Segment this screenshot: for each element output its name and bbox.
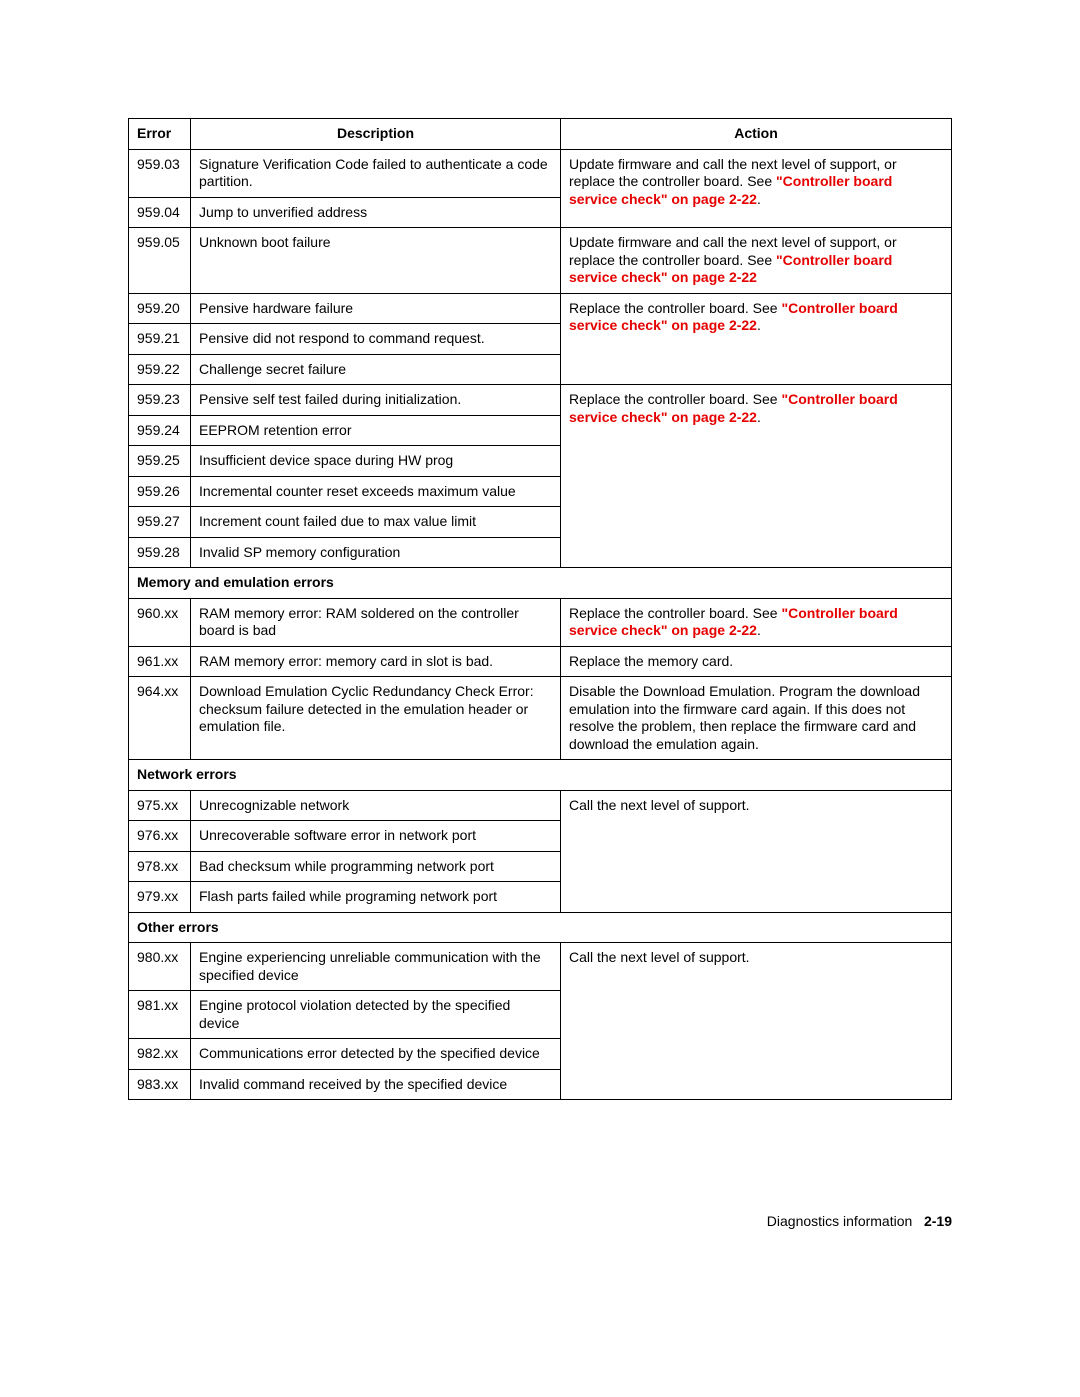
error-desc: Invalid SP memory configuration — [191, 537, 561, 568]
error-desc: RAM memory error: RAM soldered on the co… — [191, 598, 561, 646]
error-action: Replace the controller board. See "Contr… — [561, 293, 952, 385]
error-desc: Jump to unverified address — [191, 197, 561, 228]
action-text: Replace the controller board. See — [569, 391, 781, 407]
section-header-row: Memory and emulation errors — [129, 568, 952, 599]
error-desc: Flash parts failed while programing netw… — [191, 882, 561, 913]
error-code: 959.25 — [129, 446, 191, 477]
error-desc: Challenge secret failure — [191, 354, 561, 385]
header-error: Error — [129, 119, 191, 150]
action-period: . — [757, 622, 761, 638]
table-row: 959.20 Pensive hardware failure Replace … — [129, 293, 952, 324]
section-header-row: Other errors — [129, 912, 952, 943]
table-row: 959.03 Signature Verification Code faile… — [129, 149, 952, 197]
error-desc: Bad checksum while programming network p… — [191, 851, 561, 882]
error-table: Error Description Action 959.03 Signatur… — [128, 118, 952, 1100]
error-code: 975.xx — [129, 790, 191, 821]
error-code: 959.22 — [129, 354, 191, 385]
header-description: Description — [191, 119, 561, 150]
error-code: 981.xx — [129, 991, 191, 1039]
section-memory: Memory and emulation errors — [129, 568, 952, 599]
footer-label: Diagnostics information — [767, 1213, 913, 1229]
section-other: Other errors — [129, 912, 952, 943]
error-code: 959.26 — [129, 476, 191, 507]
error-desc: Pensive did not respond to command reque… — [191, 324, 561, 355]
error-desc: Pensive self test failed during initiali… — [191, 385, 561, 416]
action-text: Replace the controller board. See — [569, 300, 781, 316]
table-row: 961.xx RAM memory error: memory card in … — [129, 646, 952, 677]
error-code: 982.xx — [129, 1039, 191, 1070]
table-row: 980.xx Engine experiencing unreliable co… — [129, 943, 952, 991]
error-desc: Incremental counter reset exceeds maximu… — [191, 476, 561, 507]
error-code: 959.21 — [129, 324, 191, 355]
error-desc: Unknown boot failure — [191, 228, 561, 294]
action-period: . — [757, 317, 761, 333]
page-footer: Diagnostics information 2-19 — [767, 1213, 952, 1229]
error-action: Update firmware and call the next level … — [561, 149, 952, 228]
error-desc: Unrecognizable network — [191, 790, 561, 821]
error-desc: Communications error detected by the spe… — [191, 1039, 561, 1070]
error-desc: EEPROM retention error — [191, 415, 561, 446]
error-desc: Signature Verification Code failed to au… — [191, 149, 561, 197]
footer-page-number: 2-19 — [924, 1213, 952, 1229]
section-header-row: Network errors — [129, 760, 952, 791]
error-desc: Engine experiencing unreliable communica… — [191, 943, 561, 991]
error-desc: Pensive hardware failure — [191, 293, 561, 324]
error-action: Call the next level of support. — [561, 943, 952, 1100]
error-code: 980.xx — [129, 943, 191, 991]
header-action: Action — [561, 119, 952, 150]
error-code: 959.28 — [129, 537, 191, 568]
error-action: Replace the controller board. See "Contr… — [561, 598, 952, 646]
table-row: 964.xx Download Emulation Cyclic Redunda… — [129, 677, 952, 760]
error-code: 976.xx — [129, 821, 191, 852]
error-code: 964.xx — [129, 677, 191, 760]
error-code: 959.04 — [129, 197, 191, 228]
table-row: 960.xx RAM memory error: RAM soldered on… — [129, 598, 952, 646]
error-code: 959.05 — [129, 228, 191, 294]
error-code: 959.20 — [129, 293, 191, 324]
table-row: 959.23 Pensive self test failed during i… — [129, 385, 952, 416]
error-code: 959.23 — [129, 385, 191, 416]
error-code: 960.xx — [129, 598, 191, 646]
action-text: Replace the controller board. See — [569, 605, 781, 621]
table-header-row: Error Description Action — [129, 119, 952, 150]
error-code: 959.27 — [129, 507, 191, 538]
section-network: Network errors — [129, 760, 952, 791]
error-code: 978.xx — [129, 851, 191, 882]
table-row: 959.05 Unknown boot failure Update firmw… — [129, 228, 952, 294]
error-action: Update firmware and call the next level … — [561, 228, 952, 294]
action-period: . — [757, 191, 761, 207]
error-action: Replace the controller board. See "Contr… — [561, 385, 952, 568]
error-action: Replace the memory card. — [561, 646, 952, 677]
error-code: 959.24 — [129, 415, 191, 446]
action-period: . — [757, 409, 761, 425]
error-desc: Increment count failed due to max value … — [191, 507, 561, 538]
table-row: 975.xx Unrecognizable network Call the n… — [129, 790, 952, 821]
error-desc: Download Emulation Cyclic Redundancy Che… — [191, 677, 561, 760]
error-code: 979.xx — [129, 882, 191, 913]
error-action: Call the next level of support. — [561, 790, 952, 912]
error-action: Disable the Download Emulation. Program … — [561, 677, 952, 760]
error-desc: Unrecoverable software error in network … — [191, 821, 561, 852]
error-code: 983.xx — [129, 1069, 191, 1100]
error-code: 961.xx — [129, 646, 191, 677]
error-desc: Engine protocol violation detected by th… — [191, 991, 561, 1039]
error-desc: Invalid command received by the specifie… — [191, 1069, 561, 1100]
error-desc: Insufficient device space during HW prog — [191, 446, 561, 477]
error-code: 959.03 — [129, 149, 191, 197]
error-desc: RAM memory error: memory card in slot is… — [191, 646, 561, 677]
